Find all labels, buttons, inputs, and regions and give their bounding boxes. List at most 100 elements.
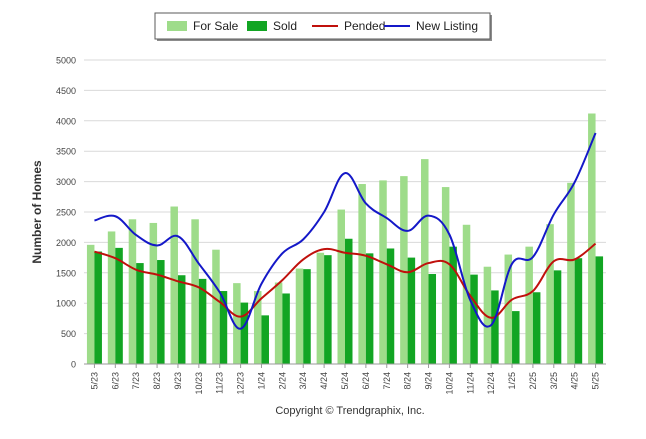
pended-line [94,242,597,319]
legend-swatch-for-sale [167,21,187,31]
x-tick-label: 6/24 [361,372,371,390]
x-tick-label: 5/25 [591,372,601,390]
for-sale-bar [337,209,345,364]
for-sale-bar [379,180,387,364]
sold-bar [157,260,165,364]
for-sale-bar [588,113,596,364]
line-series [94,132,597,330]
legend-label-sold: Sold [273,19,297,33]
bar-series [86,113,604,364]
sold-bar [449,246,457,364]
for-sale-bar [128,219,137,364]
sold-bar [219,291,228,364]
sold-bar [574,258,583,364]
for-sale-bar [525,246,533,364]
sold-bar [115,247,123,364]
x-tick-label: 3/25 [549,372,559,390]
x-tick-label: 7/24 [382,372,392,390]
x-tick-label: 12/24 [486,372,496,395]
for-sale-bar [400,176,408,364]
for-sale-bar [358,184,366,364]
y-tick-label: 2500 [56,208,76,218]
x-tick-label: 11/24 [465,372,475,394]
for-sale-bar [86,244,95,364]
legend-label-for-sale: For Sale [193,19,239,33]
y-tick-label: 5000 [56,56,76,66]
for-sale-bar [441,187,450,364]
sold-bar [261,315,269,364]
for-sale-bar [191,219,199,364]
for-sale-bar [316,252,325,364]
y-tick-label: 3000 [56,177,76,187]
axes: 0 500 1000 1500 2000 2500 3000 3500 4000 4500 5000… [56,56,606,395]
legend-label-pended: Pended [344,19,385,33]
sold-bar [407,257,416,364]
sold-bar [386,248,395,364]
x-tick-label: 5/23 [89,372,99,390]
x-tick-label: 9/24 [424,372,434,390]
sold-bar [324,255,332,364]
x-tick-label: 1/25 [507,372,517,390]
x-tick-label: 12/23 [236,372,246,395]
for-sale-bar [546,224,554,364]
sold-bar [94,251,102,364]
x-tick-label: 7/23 [131,372,141,390]
y-tick-label: 3500 [56,147,76,157]
for-sale-bar [107,231,116,364]
x-tick-label: 4/24 [319,372,329,390]
sold-bar [512,311,520,364]
for-sale-bar [567,182,575,364]
sold-bar [595,256,604,364]
legend-swatch-sold [247,21,267,31]
for-sale-bar [483,266,492,364]
y-tick-label: 4000 [56,116,76,126]
sold-bar [303,269,311,364]
for-sale-bar [504,254,513,364]
for-sale-bar [462,224,471,364]
for-sale-bar [149,222,158,364]
for-sale-bar [295,268,304,364]
y-tick-label: 4500 [56,86,76,96]
for-sale-bar [233,283,241,364]
x-tick-label: 2/24 [277,372,287,390]
sold-bar [282,293,290,364]
x-tick-label: 8/23 [152,372,162,390]
for-sale-bar [253,291,262,364]
y-axis-label: Number of Homes [30,160,44,264]
sold-bar [136,263,144,364]
legend: For Sale Sold Pended New Listing [154,12,492,41]
sold-bar [553,270,562,364]
sold-bar [198,278,207,364]
sold-bar [177,275,186,364]
sold-bar [365,253,374,364]
y-tick-label: 500 [61,329,76,339]
x-tick-label: 2/25 [528,372,538,390]
x-tick-label: 10/23 [194,372,204,395]
sold-bar [532,292,541,364]
y-tick-label: 1000 [56,299,76,309]
y-tick-label: 0 [71,360,76,370]
sold-bar [428,274,437,364]
for-sale-bar [421,159,429,364]
new-listing-line [94,132,597,330]
copyright-footer: Copyright © Trendgraphix, Inc. [275,405,424,417]
for-sale-bar [274,282,283,364]
x-tick-label: 10/24 [444,372,454,395]
for-sale-bar [170,206,178,364]
sold-bar [240,302,249,364]
x-tick-label: 5/24 [340,372,350,390]
sold-bar [491,290,499,364]
sold-bar [345,238,353,364]
x-tick-label: 3/24 [298,372,308,390]
x-tick-label: 4/25 [570,372,580,390]
y-tick-label: 2000 [56,238,76,248]
x-tick-label: 9/23 [173,372,183,390]
sold-bar [470,274,478,364]
x-tick-label: 6/23 [110,372,120,390]
x-tick-label: 11/23 [215,372,225,394]
y-tick-label: 1500 [56,268,76,278]
x-tick-label: 1/24 [256,372,266,390]
legend-label-new-listing: New Listing [416,19,478,33]
